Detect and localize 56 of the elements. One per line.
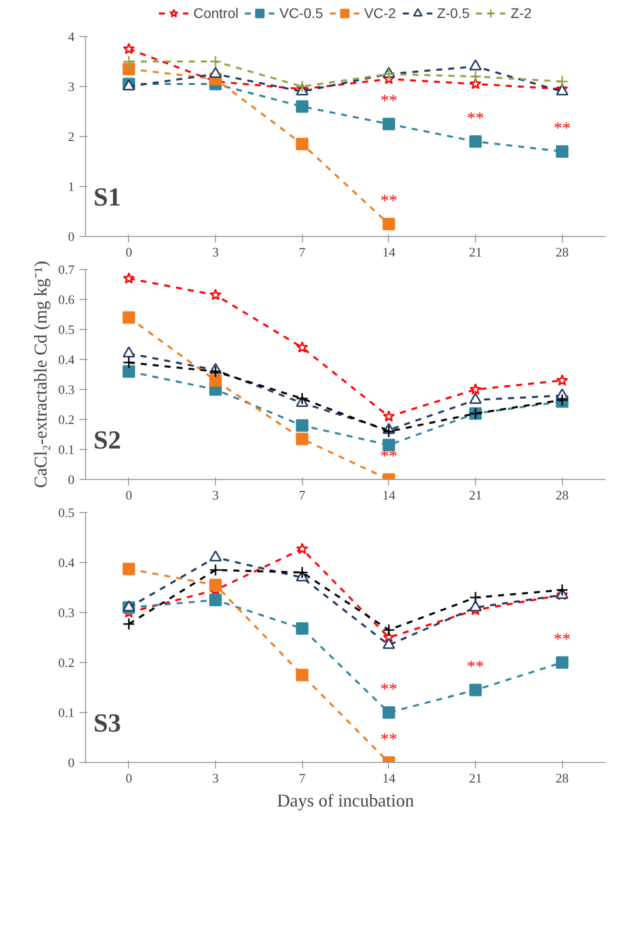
- annotation: **: [467, 108, 484, 128]
- y-tick-label: 0.2: [58, 655, 74, 670]
- y-tick-label: 0.5: [58, 322, 74, 337]
- annotation: S1: [94, 182, 121, 212]
- x-tick-label: 3: [212, 770, 219, 786]
- annotation: **: [380, 730, 398, 748]
- y-tick-label: 0.2: [58, 412, 74, 427]
- x-tick-label: 3: [212, 244, 219, 260]
- y-tick-label: 3: [68, 79, 74, 94]
- x-tick-label: 28: [556, 770, 569, 786]
- x-tick-label: 7: [298, 488, 306, 502]
- x-tick-label: 0: [126, 770, 132, 786]
- legend-label: Z-0.5: [436, 5, 470, 21]
- y-tick-label: 0: [68, 755, 74, 770]
- y-tick-label: 2: [68, 129, 74, 144]
- x-tick-label: 0: [126, 244, 132, 260]
- legend-label: VC-2: [364, 5, 396, 21]
- x-tick-label: 3: [212, 488, 219, 502]
- annotation: **: [554, 630, 571, 648]
- y-tick-label: 0.3: [58, 605, 74, 620]
- x-tick-label: 7: [298, 244, 306, 260]
- x-tick-label: 21: [469, 244, 482, 260]
- y-tick-label: 0.1: [58, 705, 74, 720]
- x-tick-label: 7: [298, 770, 306, 786]
- y-tick-label: 0.4: [58, 555, 75, 570]
- x-tick-label: 28: [556, 488, 569, 502]
- y-tick-label: 0.1: [58, 442, 74, 457]
- x-axis-title: Days of incubation: [277, 790, 414, 810]
- x-tick-label: 14: [382, 770, 396, 786]
- annotation: **: [380, 680, 398, 698]
- y-tick-label: 1: [68, 179, 74, 194]
- annotation: S2: [94, 426, 121, 454]
- y-tick-label: 0.6: [58, 292, 75, 307]
- x-tick-label: 14: [382, 244, 396, 260]
- y-tick-label: 0.5: [58, 505, 74, 520]
- annotation: **: [380, 446, 398, 466]
- y-tick-label: 0: [68, 229, 74, 244]
- y-tick-label: 0.3: [58, 382, 74, 397]
- annotation: **: [554, 118, 571, 138]
- y-tick-label: 0.7: [58, 262, 75, 277]
- annotation: **: [380, 91, 398, 110]
- y-tick-label: 0: [68, 472, 74, 487]
- y-axis-title: CaCl₂-extractable Cd (mg kg⁻¹): [30, 260, 50, 488]
- x-tick-label: 14: [382, 488, 396, 502]
- legend-label: VC-0.5: [279, 5, 324, 21]
- y-tick-label: 4: [68, 29, 75, 44]
- legend-label: Z-2: [510, 5, 532, 21]
- x-tick-label: 0: [126, 488, 132, 502]
- x-tick-label: 21: [469, 488, 482, 502]
- annotation: **: [467, 657, 484, 676]
- y-tick-label: 0.4: [58, 352, 75, 367]
- annotation: **: [380, 191, 398, 210]
- annotation: S3: [94, 708, 121, 738]
- x-tick-label: 28: [556, 244, 569, 260]
- x-tick-label: 21: [469, 770, 482, 786]
- legend-label: Control: [193, 5, 238, 21]
